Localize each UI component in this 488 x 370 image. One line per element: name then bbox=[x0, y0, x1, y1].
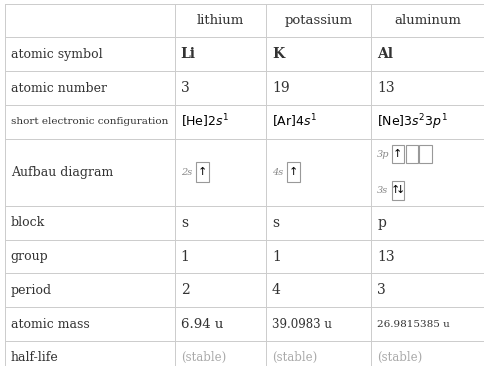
Text: ↑: ↑ bbox=[390, 185, 400, 195]
Text: (stable): (stable) bbox=[376, 351, 422, 364]
Text: 3: 3 bbox=[181, 81, 189, 95]
Text: half-life: half-life bbox=[11, 351, 58, 364]
Text: 39.0983 u: 39.0983 u bbox=[271, 317, 331, 330]
Bar bbox=[196, 162, 208, 182]
Text: Al: Al bbox=[376, 47, 392, 61]
Text: aluminum: aluminum bbox=[393, 14, 460, 27]
Text: s: s bbox=[181, 216, 187, 230]
Bar bbox=[391, 145, 403, 163]
Text: 3s: 3s bbox=[376, 186, 387, 195]
Text: ↑: ↑ bbox=[392, 149, 402, 159]
Bar bbox=[405, 145, 417, 163]
Text: 3: 3 bbox=[376, 283, 385, 297]
Text: 19: 19 bbox=[271, 81, 289, 95]
Text: atomic number: atomic number bbox=[11, 81, 106, 94]
Text: 2: 2 bbox=[181, 283, 189, 297]
Text: potassium: potassium bbox=[284, 14, 352, 27]
Bar bbox=[419, 145, 431, 163]
Text: K: K bbox=[271, 47, 284, 61]
Text: 2s: 2s bbox=[181, 168, 192, 177]
Text: (stable): (stable) bbox=[271, 351, 316, 364]
Text: 13: 13 bbox=[376, 81, 394, 95]
Text: 1: 1 bbox=[271, 250, 280, 263]
Text: 6.94 u: 6.94 u bbox=[181, 317, 223, 330]
Text: 26.9815385 u: 26.9815385 u bbox=[376, 320, 449, 329]
Text: (stable): (stable) bbox=[181, 351, 225, 364]
Text: 4: 4 bbox=[271, 283, 280, 297]
Text: $\mathregular{[He]2}s^1$: $\mathregular{[He]2}s^1$ bbox=[181, 113, 228, 131]
Text: $\mathregular{[Ne]3}s^2\mathregular{3}p^1$: $\mathregular{[Ne]3}s^2\mathregular{3}p^… bbox=[376, 112, 447, 131]
Bar bbox=[391, 181, 403, 199]
Text: atomic mass: atomic mass bbox=[11, 317, 89, 330]
Text: Aufbau diagram: Aufbau diagram bbox=[11, 166, 113, 179]
Text: lithium: lithium bbox=[197, 14, 244, 27]
Text: p: p bbox=[376, 216, 386, 230]
Text: s: s bbox=[271, 216, 278, 230]
Text: 4s: 4s bbox=[271, 168, 283, 177]
Text: short electronic configuration: short electronic configuration bbox=[11, 117, 168, 126]
Bar bbox=[286, 162, 299, 182]
Text: Li: Li bbox=[181, 47, 195, 61]
Text: $\mathregular{[Ar]4}s^1$: $\mathregular{[Ar]4}s^1$ bbox=[271, 113, 316, 131]
Text: ↑: ↑ bbox=[197, 167, 206, 177]
Text: period: period bbox=[11, 284, 52, 297]
Text: ↑: ↑ bbox=[288, 167, 298, 177]
Text: group: group bbox=[11, 250, 48, 263]
Text: ↓: ↓ bbox=[394, 185, 404, 195]
Text: atomic symbol: atomic symbol bbox=[11, 48, 102, 61]
Text: block: block bbox=[11, 216, 45, 229]
Text: 1: 1 bbox=[181, 250, 189, 263]
Text: 13: 13 bbox=[376, 250, 394, 263]
Text: 3p: 3p bbox=[376, 150, 389, 159]
